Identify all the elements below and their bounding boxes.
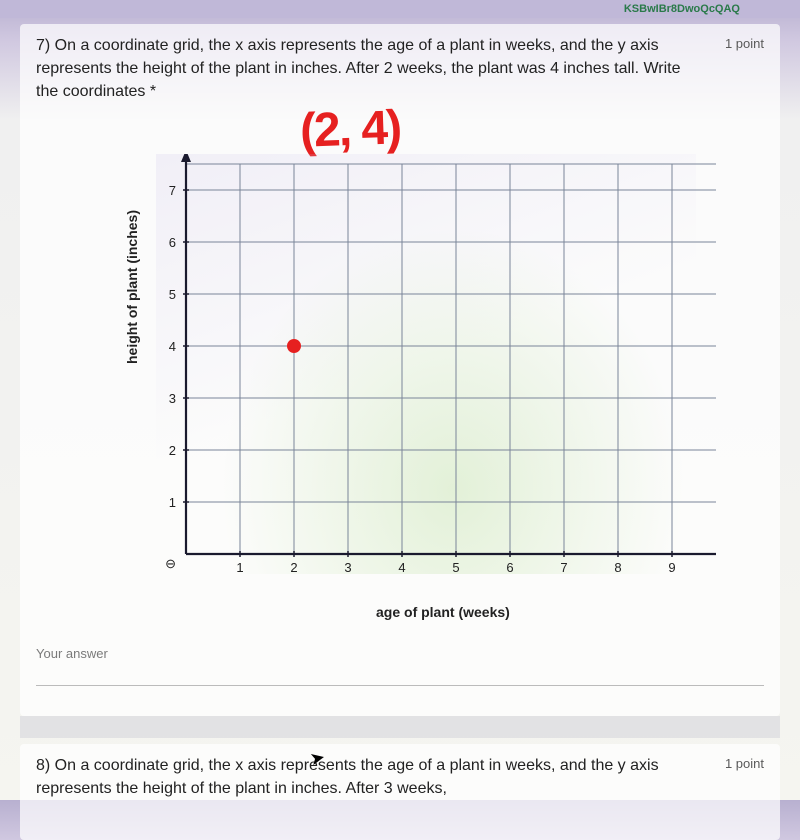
svg-text:5: 5 <box>169 287 176 302</box>
url-fragment: KSBwIBr8DwoQcQAQ <box>0 0 800 18</box>
question-7-points: 1 point <box>725 36 764 51</box>
question-8-points: 1 point <box>725 756 764 771</box>
svg-text:1: 1 <box>236 560 243 575</box>
svg-text:3: 3 <box>344 560 351 575</box>
svg-text:6: 6 <box>169 235 176 250</box>
svg-text:7: 7 <box>169 183 176 198</box>
svg-text:9: 9 <box>668 560 675 575</box>
question-7-card: 7) On a coordinate grid, the x axis repr… <box>20 24 780 716</box>
answer-label: Your answer <box>36 646 764 661</box>
svg-text:2: 2 <box>290 560 297 575</box>
x-axis-label: age of plant (weeks) <box>376 604 510 620</box>
answer-area: Your answer <box>36 642 764 706</box>
y-axis-label: height of plant (inches) <box>124 210 140 364</box>
question-7-text: 7) On a coordinate grid, the x axis repr… <box>36 34 725 104</box>
svg-text:1: 1 <box>169 495 176 510</box>
plotted-point <box>287 339 301 353</box>
question-8-card: 8) On a coordinate grid, the x axis repr… <box>20 744 780 840</box>
svg-text:8: 8 <box>614 560 621 575</box>
grid-svg: 1 2 3 4 5 6 7 8 9 1 2 3 4 5 6 7 ⊖ <box>156 154 716 594</box>
svg-text:2: 2 <box>169 443 176 458</box>
svg-text:⊖: ⊖ <box>165 556 176 571</box>
svg-text:5: 5 <box>452 560 459 575</box>
handwritten-answer: (2, 4) <box>299 100 401 158</box>
coordinate-chart: height of plant (inches) 1 2 3 4 5 6 7 8 9 1 2 3 4 5 6… <box>36 154 764 634</box>
svg-text:4: 4 <box>398 560 405 575</box>
question-8-text: 8) On a coordinate grid, the x axis repr… <box>36 754 725 800</box>
answer-input[interactable] <box>36 661 764 686</box>
svg-text:3: 3 <box>169 391 176 406</box>
svg-text:4: 4 <box>169 339 176 354</box>
card-gap <box>20 716 780 738</box>
svg-text:6: 6 <box>506 560 513 575</box>
svg-text:7: 7 <box>560 560 567 575</box>
